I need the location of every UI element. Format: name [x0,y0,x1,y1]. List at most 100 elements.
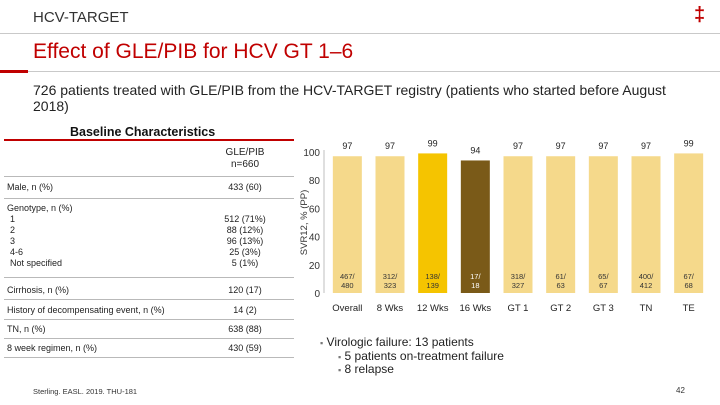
bar-n-label-numerator: 467/ [340,272,356,281]
table-row-label: History of decompensating event, n (%) [7,305,165,315]
x-tick-label: GT 2 [550,303,571,314]
table-column-header: GLE/PIB n=660 [205,147,285,171]
table-row-separator [4,176,294,177]
page-number: 42 [676,386,685,395]
bar-overall [332,156,362,293]
table-row-separator [4,198,294,199]
bar-n-label-numerator: 67/ [683,272,694,281]
bar-12-wks [418,153,448,293]
bar-gt-2 [546,156,576,293]
bar-n-label-denominator: 412 [640,281,653,290]
table-row-label: 2 [10,225,16,235]
x-tick-label: TN [640,303,653,314]
bullet-sub: ▪ 8 relapse [320,363,504,377]
bar-n-label-denominator: 63 [556,281,564,290]
column-header-line1: GLE/PIB [225,147,265,158]
bar-n-label-numerator: 312/ [383,272,399,281]
table-row-label: 3 [10,236,16,246]
bar-n-label-denominator: 68 [684,281,692,290]
table-row-separator [4,338,294,339]
bullet-sub: ▪ 5 patients on-treatment failure [320,349,504,364]
bar-value-label: 97 [385,141,395,151]
table-row-value: 430 (59) [228,343,262,353]
x-tick-label: TE [683,303,695,314]
x-tick-label: 8 Wks [377,303,404,314]
bar-8-wks [375,156,405,293]
bar-value-label: 97 [641,141,651,151]
table-row-label: 1 [10,214,16,224]
bar-n-label-numerator: 400/ [639,272,655,281]
table-row-value: 512 (71%) [224,214,266,224]
table-heading-rule [4,139,294,141]
svr12-bar-chart: 0 20 40 60 80 100 SVR12, % (PP) 97 467/480 Overal… [299,138,704,314]
table-row-label: Cirrhosis, n (%) [7,285,70,295]
table-row-value: 120 (17) [228,285,262,295]
table-row-label: Not specified [10,258,63,268]
table-row-separator [4,299,294,300]
virologic-failure-notes: ▪ Virologic failure: 13 patients ▪ 5 pat… [320,336,504,377]
bullet-sub2-text: 8 relapse [344,362,394,376]
y-tick-label: 100 [303,148,320,159]
bar-te [674,153,704,293]
y-axis-label: SVR12, % (PP) [299,190,310,255]
bar-value-label: 94 [470,145,480,155]
column-header-line2: n=660 [230,159,260,170]
bullet-main-text: Virologic failure: 13 patients [326,335,474,349]
x-tick-label: 12 Wks [417,303,449,314]
intro-text: 726 patients treated with GLE/PIB from t… [33,82,666,114]
header-divider [0,33,720,34]
table-row-separator [4,357,294,358]
table-heading: Baseline Characteristics [70,125,216,139]
bar-gt-1 [503,156,533,293]
bar-gt-3 [588,156,618,293]
table-row-value: 5 (1%) [231,258,259,268]
bullet-marker: ▪ [320,338,324,348]
bar-n-label-numerator: 17/ [470,272,481,281]
table-row-value: 433 (60) [228,182,262,192]
slide-title: Effect of GLE/PIB for HCV GT 1–6 [33,40,354,63]
bullet-marker: ▪ [338,351,342,362]
table-row-value: 14 (2) [233,305,257,315]
bar-value-label: 97 [513,141,523,151]
y-tick-label: 80 [309,176,321,187]
table-row-label: Genotype, n (%) [7,203,73,213]
table-row-label: Male, n (%) [7,182,54,192]
x-tick-label: Overall [332,303,362,314]
header-label: HCV-TARGET [33,9,129,26]
bullet-marker: ▪ [338,365,342,375]
citation: Sterling. EASL. 2019. THU-181 [33,387,138,396]
bar-n-label-denominator: 323 [384,281,397,290]
table-row-value: 88 (12%) [226,225,264,235]
bar-value-label: 97 [556,141,566,151]
bar-n-label-numerator: 318/ [511,272,527,281]
bar-n-label-numerator: 65/ [598,272,609,281]
bar-n-label-denominator: 480 [341,281,354,290]
table-row-separator [4,319,294,320]
y-tick-label: 40 [309,233,321,244]
bullet-main: ▪ Virologic failure: 13 patients [320,336,504,350]
y-tick-label: 20 [309,261,321,272]
bar-n-label-numerator: 61/ [555,272,566,281]
title-accent-bar [0,70,28,73]
table-row-label: TN, n (%) [7,324,46,334]
y-tick-label: 60 [309,204,321,215]
x-tick-label: GT 1 [508,303,529,314]
bar-value-label: 99 [428,138,438,148]
table-row-label: 4-6 [10,247,24,257]
table-row-value: 638 (88) [228,324,262,334]
y-tick-label: 0 [314,289,320,300]
table-row-value: 96 (13%) [226,236,264,246]
bar-n-label-denominator: 327 [512,281,525,290]
bar-value-label: 97 [342,141,352,151]
bar-value-label: 97 [598,141,608,151]
table-row-value: 25 (3%) [229,247,261,257]
title-divider [28,71,720,72]
bar-16-wks [460,160,490,293]
header-mark: ‡ [694,4,706,26]
bar-n-label-denominator: 139 [426,281,439,290]
bar-n-label-denominator: 18 [471,281,479,290]
table-row-separator [4,277,294,278]
bar-value-label: 99 [684,138,694,148]
bar-n-label-numerator: 138/ [425,272,441,281]
bar-tn [631,156,661,293]
